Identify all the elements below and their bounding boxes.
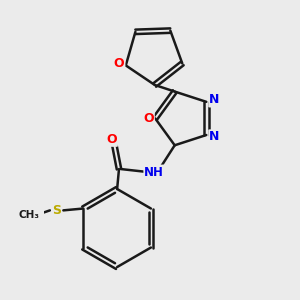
Text: CH₃: CH₃	[19, 210, 40, 220]
Text: N: N	[209, 130, 220, 143]
Text: O: O	[114, 57, 124, 70]
Text: N: N	[209, 94, 220, 106]
Text: NH: NH	[144, 166, 164, 178]
Text: O: O	[143, 112, 154, 125]
Text: O: O	[106, 133, 117, 146]
Text: S: S	[52, 204, 61, 217]
